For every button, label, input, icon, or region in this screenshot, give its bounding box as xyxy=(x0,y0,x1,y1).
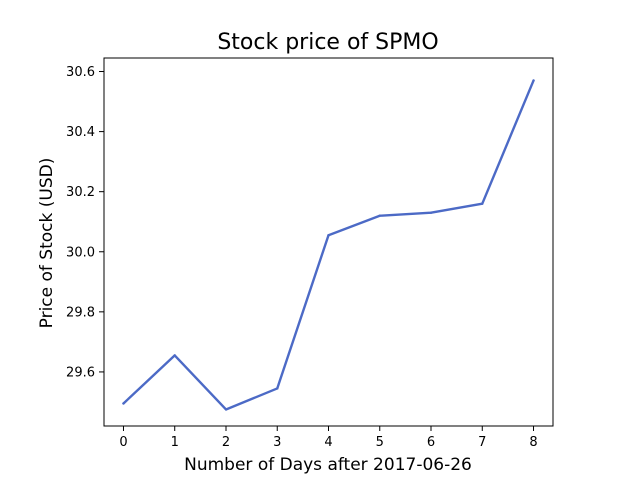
data-point xyxy=(532,79,535,82)
plot-frame xyxy=(103,57,554,427)
y-tick-label: 29.8 xyxy=(66,305,95,320)
series-line xyxy=(122,79,535,411)
data-point xyxy=(224,408,228,411)
y-tick-label: 29.6 xyxy=(66,365,95,380)
data-point xyxy=(276,387,279,390)
data-point xyxy=(122,402,125,405)
data-point xyxy=(378,214,381,217)
data-point xyxy=(327,234,330,237)
x-tick-label: 0 xyxy=(119,435,127,450)
data-point xyxy=(429,211,433,214)
chart-title: Stock price of SPMO xyxy=(217,30,438,55)
y-tick-label: 30.4 xyxy=(66,125,95,140)
y-tick-label: 30.0 xyxy=(66,245,95,260)
x-tick-label: 3 xyxy=(273,435,281,450)
x-axis-ticks: 0 1 2 3 4 5 6 7 8 xyxy=(119,426,538,450)
data-point xyxy=(173,354,176,357)
y-tick-label: 30.6 xyxy=(66,65,95,80)
x-tick-label: 1 xyxy=(171,435,179,450)
x-tick-label: 2 xyxy=(222,435,230,450)
x-tick-label: 4 xyxy=(324,435,332,450)
y-axis-label: Price of Stock (USD) xyxy=(37,158,57,329)
x-tick-label: 5 xyxy=(376,435,384,450)
x-tick-label: 8 xyxy=(529,435,537,450)
x-tick-label: 7 xyxy=(478,435,486,450)
y-tick-label: 30.2 xyxy=(66,185,95,200)
y-axis-ticks: 29.6 29.8 30.0 30.2 30.4 30.6 xyxy=(66,65,104,380)
x-axis-label: Number of Days after 2017-06-26 xyxy=(184,455,472,475)
data-point xyxy=(481,202,484,205)
series-layer xyxy=(122,79,535,411)
x-tick-label: 6 xyxy=(427,435,435,450)
